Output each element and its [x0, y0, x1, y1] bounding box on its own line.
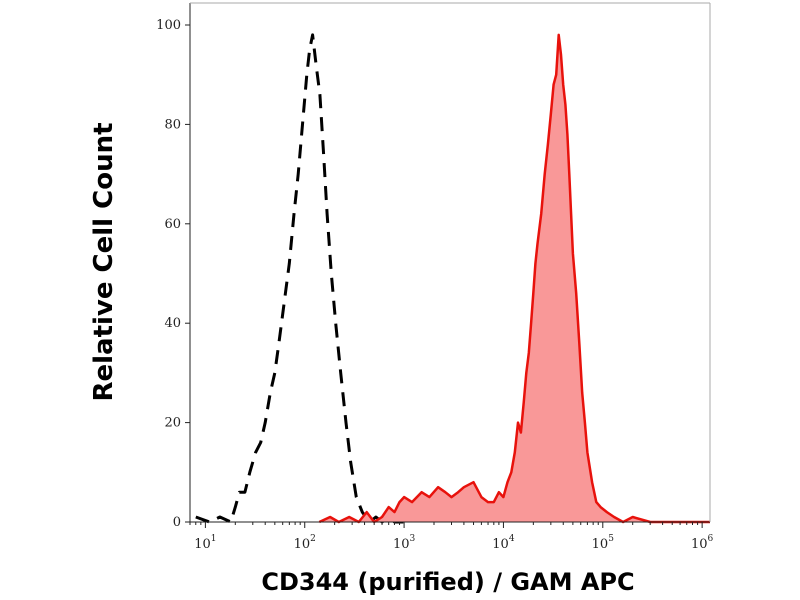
series-1-line — [318, 33, 710, 524]
y-tick-label: 40 — [164, 316, 181, 331]
x-tick-label: 102 — [294, 534, 316, 552]
series-0-line — [195, 33, 405, 524]
x-tick-label: 104 — [492, 534, 515, 552]
x-axis-title: CD344 (purified) / GAM APC — [261, 568, 634, 596]
x-tick-label: 106 — [691, 534, 714, 552]
x-tick-label: 101 — [194, 534, 216, 552]
axes: 0 20 40 60 80 100 101 102 103 104 105 106 — [156, 2, 714, 552]
x-tick-label: 103 — [393, 534, 416, 552]
y-tick-label: 20 — [164, 416, 181, 431]
plot-area — [195, 33, 710, 524]
x-tick-label: 105 — [592, 534, 615, 552]
y-tick-label: 60 — [164, 217, 181, 232]
y-axis-title: Relative Cell Count — [89, 122, 119, 401]
y-tick-label: 80 — [164, 117, 181, 132]
y-tick-label: 0 — [173, 515, 181, 530]
y-tick-label: 100 — [156, 18, 181, 33]
